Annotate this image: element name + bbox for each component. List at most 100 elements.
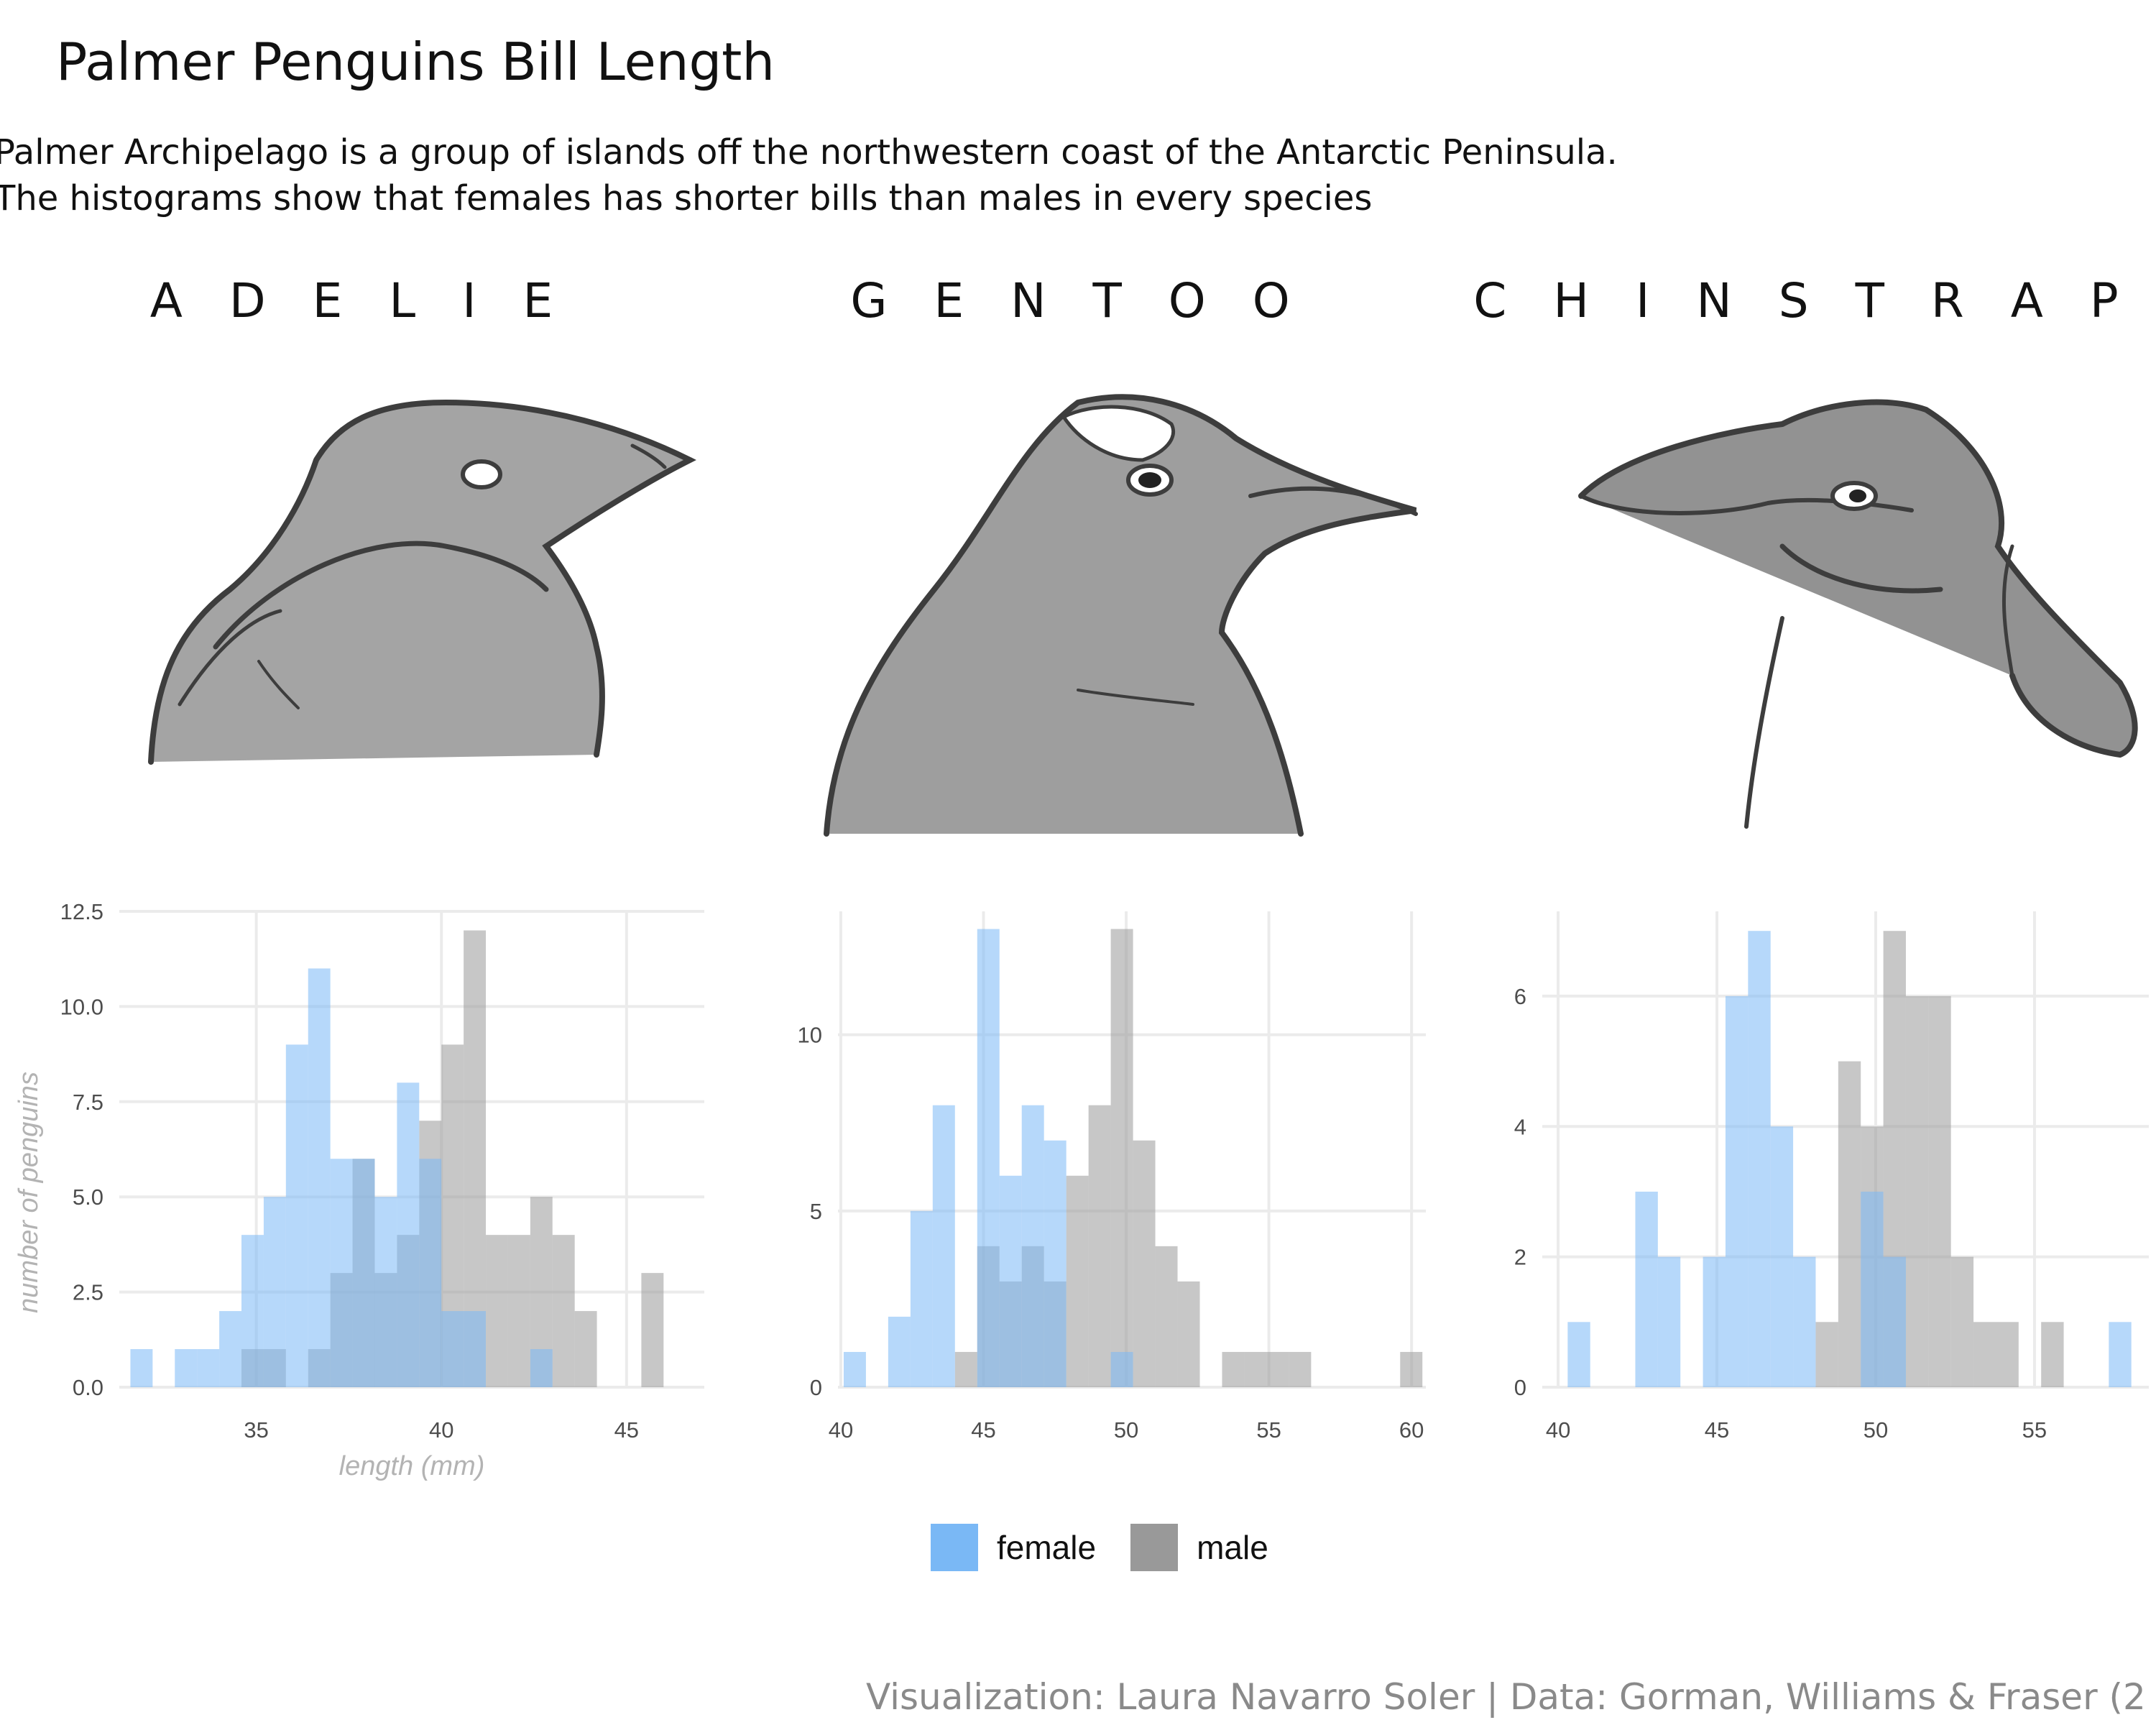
adelie-bar-female-4: [241, 1235, 264, 1387]
adelie-bar-female-5: [263, 1197, 286, 1387]
species-title-gentoo: G E N T O O: [850, 273, 1306, 328]
legend-item-female: female: [931, 1524, 1130, 1571]
adelie-ytick-label-2: 5.0: [73, 1184, 103, 1210]
gentoo-xtick-label-1: 45: [971, 1417, 995, 1443]
legend-item-male: male: [1130, 1524, 1303, 1571]
gentoo-bar-female-7: [1044, 1140, 1067, 1387]
adelie-bar-female-13: [441, 1311, 464, 1387]
adelie-penguin-illustration: [148, 399, 696, 765]
adelie-bar-male-13: [552, 1235, 575, 1387]
adelie-xtick-label-2: 45: [614, 1417, 639, 1443]
adelie-ytick-label-0: 0.0: [73, 1375, 103, 1400]
adelie-bar-female-1: [175, 1349, 198, 1387]
adelie-bar-female-10: [374, 1197, 397, 1387]
chinstrap-bar-female-2: [1657, 1256, 1681, 1387]
adelie-bar-male-11: [507, 1235, 530, 1387]
gentoo-bar-female-8: [1110, 1351, 1133, 1387]
adelie-bar-male-10: [486, 1235, 508, 1387]
adelie-bar-female-9: [352, 1159, 375, 1387]
legend-key-male: [1130, 1524, 1179, 1571]
chinstrap-penguin-illustration: [1578, 399, 2138, 829]
chinstrap-ytick-label-3: 6: [1514, 984, 1526, 1009]
adelie-bar-female-0: [130, 1349, 153, 1387]
chinstrap-bar-female-4: [1725, 995, 1749, 1387]
legend-key-female: [931, 1524, 978, 1571]
chinstrap-ytick-label-0: 0: [1514, 1375, 1526, 1400]
adelie-bar-female-2: [197, 1349, 220, 1387]
adelie-xtick-label-1: 40: [429, 1417, 453, 1443]
chinstrap-bar-male-9: [2041, 1322, 2064, 1387]
chinstrap-ytick-label-2: 4: [1514, 1114, 1526, 1139]
chinstrap-bar-female-0: [1567, 1322, 1590, 1387]
adelie-xaxis-title: length (mm): [339, 1451, 485, 1481]
chinstrap-bar-male-7: [1973, 1322, 1996, 1387]
adelie-ytick-label-3: 7.5: [73, 1090, 103, 1115]
chinstrap-bar-male-1: [1838, 1061, 1861, 1387]
gentoo-bar-male-7: [1110, 929, 1133, 1387]
gentoo-bar-male-9: [1155, 1246, 1178, 1387]
species-title-adelie: A D E L I E: [149, 273, 569, 328]
gentoo-ytick-label-1: 5: [810, 1199, 822, 1224]
adelie-bar-male-15: [641, 1273, 664, 1387]
chinstrap-bar-female-7: [1793, 1256, 1816, 1387]
gentoo-penguin-illustration: [824, 394, 1418, 837]
chinstrap-bar-female-1: [1635, 1191, 1658, 1387]
gentoo-xtick-label-0: 40: [829, 1417, 853, 1443]
adelie-xtick-label-0: 35: [244, 1417, 268, 1443]
gentoo-bar-female-0: [843, 1351, 866, 1387]
adelie-bar-female-7: [308, 968, 331, 1387]
gentoo-bar-male-5: [1066, 1175, 1089, 1387]
legend-label-male: male: [1197, 1529, 1268, 1566]
adelie-bar-female-8: [330, 1159, 353, 1387]
chinstrap-bar-male-8: [1996, 1322, 2019, 1387]
gentoo-bar-female-4: [977, 929, 1000, 1387]
gentoo-bar-female-5: [999, 1175, 1022, 1387]
gentoo-bar-male-8: [1133, 1140, 1156, 1387]
chinstrap-bar-female-10: [2109, 1322, 2132, 1387]
gentoo-bar-male-6: [1088, 1105, 1111, 1387]
gentoo-xtick-label-2: 50: [1114, 1417, 1138, 1443]
chinstrap-bar-male-4: [1905, 995, 1929, 1387]
chinstrap-xtick-label-1: 45: [1705, 1417, 1729, 1443]
legend: female male: [931, 1524, 1303, 1571]
adelie-bar-female-3: [219, 1311, 242, 1387]
chinstrap-bar-female-3: [1703, 1256, 1726, 1387]
adelie-ytick-label-1: 2.5: [73, 1280, 103, 1305]
gentoo-bar-male-0: [954, 1351, 977, 1387]
gentoo-bar-male-13: [1266, 1351, 1289, 1387]
adelie-yaxis-title: number of penguins: [14, 1072, 44, 1313]
chart-title: Palmer Penguins Bill Length: [56, 32, 775, 92]
gentoo-bar-male-14: [1289, 1351, 1312, 1387]
gentoo-xtick-label-3: 55: [1256, 1417, 1281, 1443]
chinstrap-bar-female-8: [1861, 1191, 1884, 1387]
gentoo-ytick-label-2: 10: [798, 1023, 822, 1048]
adelie-bar-female-11: [397, 1082, 420, 1387]
chart-subtitle: Palmer Archipelago is a group of islands…: [0, 129, 1618, 221]
chinstrap-bar-male-6: [1950, 1256, 1974, 1387]
gentoo-bar-female-6: [1021, 1105, 1044, 1387]
legend-label-female: female: [997, 1529, 1097, 1566]
chinstrap-bar-female-5: [1748, 931, 1771, 1387]
chinstrap-xtick-label-3: 55: [2022, 1417, 2047, 1443]
adelie-bar-female-6: [285, 1044, 308, 1387]
chinstrap-bar-female-9: [1883, 1256, 1906, 1387]
adelie-ytick-label-5: 12.5: [60, 899, 103, 924]
chinstrap-xtick-label-2: 50: [1864, 1417, 1888, 1443]
gentoo-bar-female-1: [888, 1316, 911, 1387]
caption: Visualization: Laura Navarro Soler | Dat…: [866, 1676, 2146, 1718]
adelie-bar-female-15: [530, 1349, 553, 1387]
gentoo-ytick-label-0: 0: [810, 1375, 822, 1400]
chinstrap-xtick-label-0: 40: [1546, 1417, 1570, 1443]
chinstrap-ytick-label-1: 2: [1514, 1245, 1526, 1270]
gentoo-bar-female-2: [910, 1210, 933, 1387]
gentoo-bar-male-10: [1177, 1281, 1200, 1387]
adelie-bar-female-12: [419, 1159, 442, 1387]
gentoo-bar-female-3: [932, 1105, 955, 1387]
gentoo-bar-male-15: [1400, 1351, 1423, 1387]
chinstrap-bar-male-5: [1928, 995, 1951, 1387]
gentoo-bar-male-11: [1222, 1351, 1245, 1387]
chinstrap-bar-female-6: [1770, 1126, 1794, 1387]
adelie-ytick-label-4: 10.0: [60, 994, 103, 1019]
gentoo-xtick-label-4: 60: [1399, 1417, 1424, 1443]
